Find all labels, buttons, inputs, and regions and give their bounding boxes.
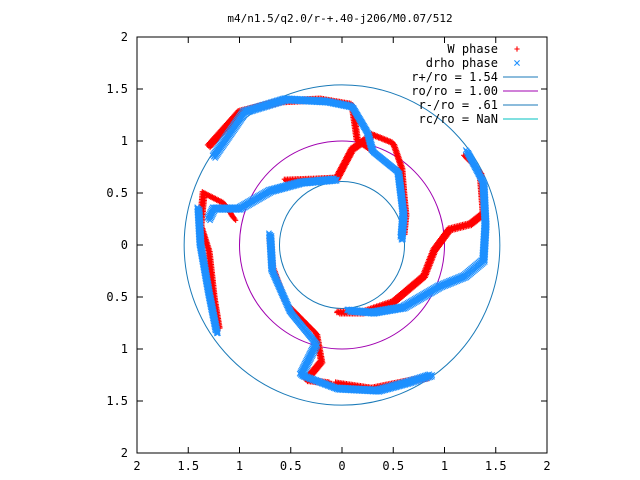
y-tick-label: 0 [121,238,128,252]
drho-phase-point [344,307,351,314]
x-axis-ticks: 2 1.5 1 0.5 0 0.5 1 1.5 2 [133,37,551,473]
legend-label: W phase [447,42,498,56]
drho-phase-point [347,308,354,315]
x-tick-label: 0.5 [280,459,302,473]
legend-label: r-/ro = .61 [419,98,498,112]
y-tick-label: 1 [121,342,128,356]
legend-label: rc/ro = NaN [419,112,498,126]
y-tick-label: 2 [121,446,128,460]
phase-markers [194,95,490,395]
reference-circle [278,181,406,309]
y-tick-label: 1.5 [106,82,128,96]
w-phase-point [334,310,340,316]
w-phase-point [337,311,343,317]
x-tick-label: 1 [236,459,243,473]
x-tick-label: 1.5 [177,459,199,473]
legend-label: drho phase [426,56,498,70]
reference-circle [239,140,445,350]
drho-phase-point [398,236,405,243]
drho-phase-point [213,330,220,337]
legend-label: ro/ro = 1.00 [411,84,498,98]
y-tick-label: 2 [121,30,128,44]
x-tick-label: 0 [338,459,345,473]
x-tick-label: 1.5 [485,459,507,473]
legend-label: r+/ro = 1.54 [411,70,498,84]
drho-phase-point [348,309,355,316]
y-tick-label: 1 [121,134,128,148]
drho-phase-point [333,177,340,184]
x-tick-label: 2 [543,459,550,473]
reference-circles [183,84,501,406]
w-phase-point [514,46,520,52]
x-tick-label: 2 [133,459,140,473]
y-axis-ticks: 2 1.5 1 0.5 0 0.5 1 1.5 2 [106,30,547,460]
y-tick-label: 0.5 [106,186,128,200]
drho-phase-point [399,236,406,243]
drho-phase-point [428,373,435,380]
y-tick-label: 0.5 [106,290,128,304]
drho-phase-point [333,176,340,183]
reference-circle [183,84,501,406]
drho-phase-point [429,372,436,378]
x-tick-label: 1 [441,459,448,473]
drho-phase-point [514,60,520,66]
y-tick-label: 1.5 [106,394,128,408]
chart-title: m4/n1.5/q2.0/r-+.40-j206/M0.07/512 [227,12,452,25]
x-tick-label: 0.5 [382,459,404,473]
